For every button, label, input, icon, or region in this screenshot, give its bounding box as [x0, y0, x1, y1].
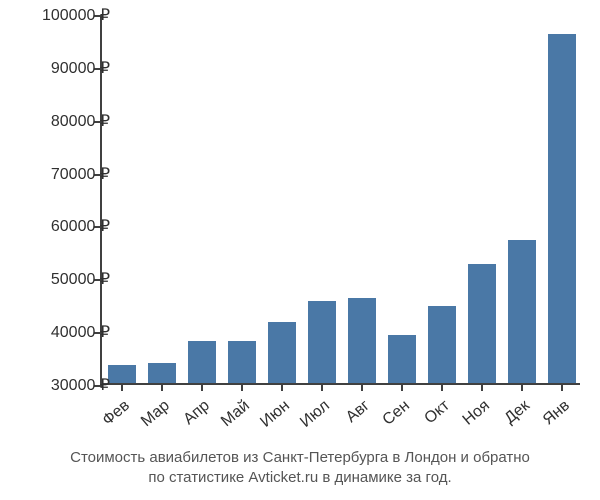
price-chart: 30000 ₽ 40000 ₽ 50000 ₽ 60000 ₽ 70000 ₽ 80000…: [0, 0, 600, 500]
bar: [108, 365, 136, 384]
chart-caption-line1: Стоимость авиабилетов из Санкт-Петербург…: [0, 447, 600, 468]
x-axis-label: Янв: [540, 397, 574, 429]
bar: [548, 34, 576, 383]
x-tick: [401, 383, 403, 391]
bar: [148, 363, 176, 383]
x-axis-label: Июл: [297, 397, 333, 432]
x-tick: [281, 383, 283, 391]
y-axis-label: 90000 ₽: [51, 58, 110, 78]
x-tick: [521, 383, 523, 391]
x-tick: [321, 383, 323, 391]
bar: [388, 335, 416, 383]
bar: [428, 306, 456, 383]
y-axis-label: 70000 ₽: [51, 164, 110, 184]
x-tick: [561, 383, 563, 391]
x-axis-label: Апр: [180, 397, 213, 429]
x-axis-label: Ноя: [460, 397, 494, 430]
x-axis-label: Май: [218, 397, 254, 431]
x-axis-label: Дек: [502, 397, 534, 428]
y-axis-label: 80000 ₽: [51, 111, 110, 131]
x-tick: [201, 383, 203, 391]
x-axis-label: Мар: [138, 397, 174, 431]
x-tick: [481, 383, 483, 391]
y-axis-label: 30000 ₽: [51, 375, 110, 395]
y-axis-label: 60000 ₽: [51, 216, 110, 236]
bar: [188, 341, 216, 383]
x-axis-label: Авг: [343, 397, 374, 427]
x-tick: [241, 383, 243, 391]
y-axis-label: 100000 ₽: [42, 5, 110, 25]
x-axis-label: Фев: [99, 397, 133, 430]
y-axis-label: 50000 ₽: [51, 269, 110, 289]
x-tick: [161, 383, 163, 391]
plot-area: [100, 15, 580, 385]
x-tick: [121, 383, 123, 391]
bar: [468, 264, 496, 383]
bar: [228, 341, 256, 383]
y-axis-label: 40000 ₽: [51, 322, 110, 342]
x-axis-label: Июн: [257, 397, 293, 432]
chart-caption-line2: по статистике Avticket.ru в динамике за …: [0, 467, 600, 488]
x-axis-label: Сен: [380, 397, 414, 430]
bar: [508, 240, 536, 383]
x-tick: [441, 383, 443, 391]
bar: [268, 322, 296, 383]
bar: [348, 298, 376, 383]
bar: [308, 301, 336, 383]
x-axis-label: Окт: [421, 397, 453, 428]
x-tick: [361, 383, 363, 391]
